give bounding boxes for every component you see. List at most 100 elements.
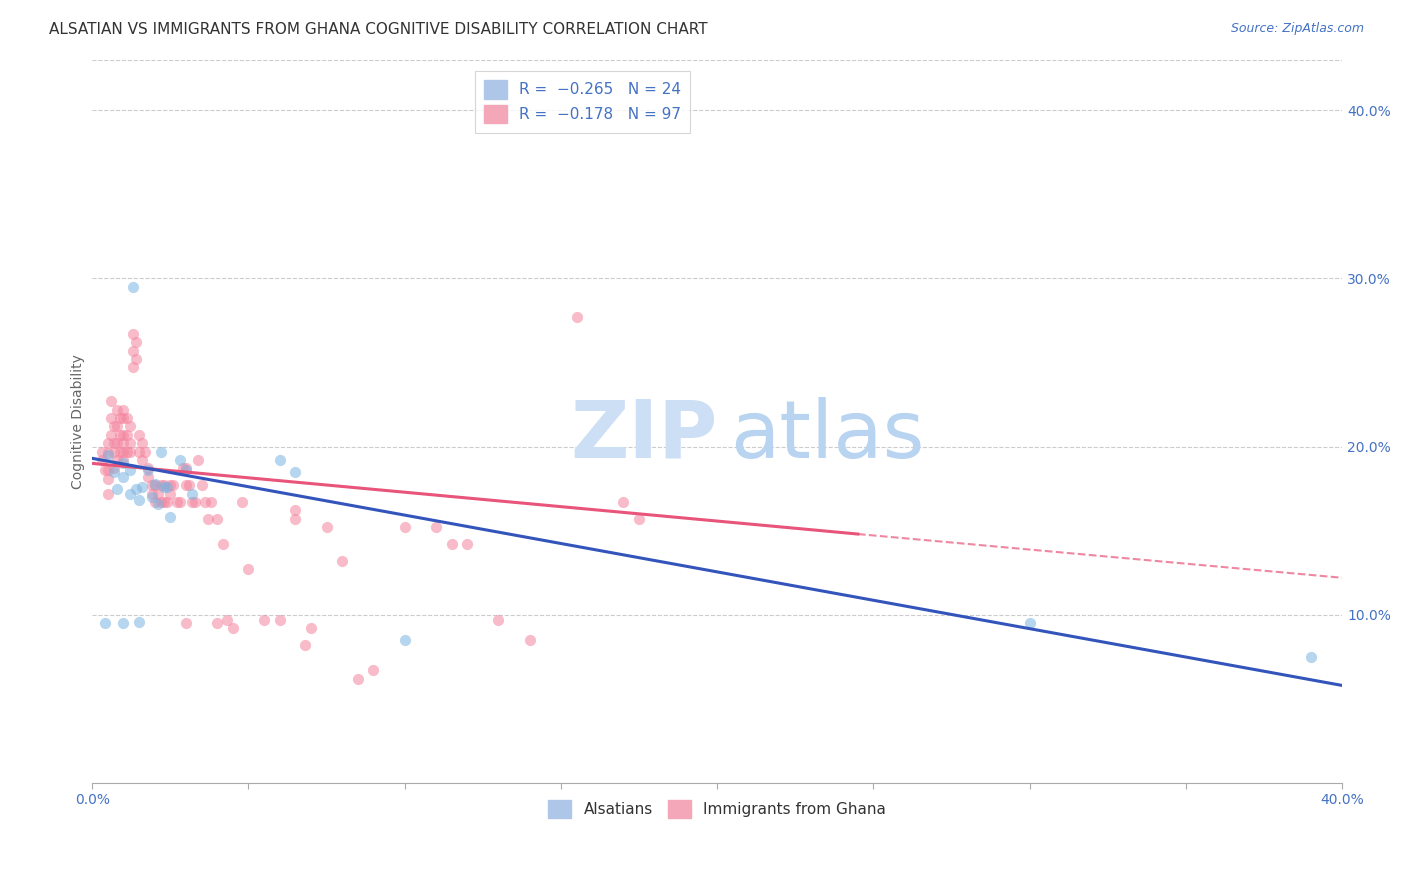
Point xyxy=(519,633,541,648)
Point xyxy=(138,470,160,484)
Point xyxy=(131,480,153,494)
Point xyxy=(205,512,228,526)
Point xyxy=(131,436,153,450)
Point xyxy=(97,463,120,477)
Point xyxy=(103,444,125,458)
Point xyxy=(105,419,128,434)
Point xyxy=(238,562,260,576)
Point xyxy=(284,465,307,479)
Point xyxy=(115,427,138,442)
Text: ALSATIAN VS IMMIGRANTS FROM GHANA COGNITIVE DISABILITY CORRELATION CHART: ALSATIAN VS IMMIGRANTS FROM GHANA COGNIT… xyxy=(49,22,707,37)
Point xyxy=(112,616,135,631)
Point xyxy=(172,461,194,475)
Legend: Alsatians, Immigrants from Ghana: Alsatians, Immigrants from Ghana xyxy=(541,792,894,826)
Point xyxy=(112,444,135,458)
Point xyxy=(141,486,163,500)
Point xyxy=(181,495,204,509)
Point xyxy=(125,335,148,350)
Point xyxy=(118,436,141,450)
Point xyxy=(143,495,166,509)
Point xyxy=(131,453,153,467)
Point xyxy=(177,478,200,492)
Point xyxy=(103,465,125,479)
Point xyxy=(121,326,143,341)
Point xyxy=(253,613,276,627)
Point xyxy=(346,672,368,686)
Point xyxy=(159,510,181,524)
Y-axis label: Cognitive Disability: Cognitive Disability xyxy=(72,354,86,489)
Point xyxy=(105,402,128,417)
Point xyxy=(565,310,588,324)
Point xyxy=(174,478,197,492)
Point xyxy=(215,613,238,627)
Point xyxy=(153,480,176,494)
Point xyxy=(138,461,160,475)
Point xyxy=(112,411,135,425)
Point xyxy=(110,444,132,458)
Point xyxy=(143,478,166,492)
Point xyxy=(128,427,150,442)
Point xyxy=(112,456,135,470)
Point xyxy=(128,615,150,629)
Point xyxy=(110,427,132,442)
Point xyxy=(93,616,115,631)
Point xyxy=(315,520,337,534)
Point xyxy=(456,537,478,551)
Point xyxy=(440,537,463,551)
Point xyxy=(121,279,143,293)
Point xyxy=(141,478,163,492)
Point xyxy=(612,495,634,509)
Point xyxy=(146,497,169,511)
Point xyxy=(628,512,651,526)
Point xyxy=(105,482,128,496)
Point xyxy=(284,512,307,526)
Point xyxy=(156,480,179,494)
Point xyxy=(125,352,148,367)
Point xyxy=(156,495,179,509)
Point xyxy=(174,616,197,631)
Point xyxy=(138,463,160,477)
Point xyxy=(181,486,204,500)
Point xyxy=(153,478,176,492)
Point xyxy=(112,436,135,450)
Point xyxy=(118,444,141,458)
Point xyxy=(103,461,125,475)
Point xyxy=(153,495,176,509)
Point xyxy=(1299,649,1322,664)
Point xyxy=(112,453,135,467)
Point xyxy=(93,463,115,477)
Point xyxy=(115,444,138,458)
Point xyxy=(100,394,122,409)
Point xyxy=(105,453,128,467)
Point xyxy=(128,444,150,458)
Point xyxy=(330,554,353,568)
Point xyxy=(174,461,197,475)
Point xyxy=(143,476,166,491)
Point xyxy=(222,621,245,635)
Point xyxy=(1018,616,1040,631)
Point xyxy=(184,495,207,509)
Point xyxy=(97,448,120,462)
Point xyxy=(212,537,235,551)
Point xyxy=(97,446,120,460)
Point xyxy=(149,478,172,492)
Point xyxy=(90,453,112,467)
Point xyxy=(110,411,132,425)
Point xyxy=(103,419,125,434)
Point xyxy=(100,411,122,425)
Text: Source: ZipAtlas.com: Source: ZipAtlas.com xyxy=(1230,22,1364,36)
Point xyxy=(425,520,447,534)
Point xyxy=(231,495,253,509)
Point xyxy=(146,486,169,500)
Point xyxy=(269,453,291,467)
Point xyxy=(105,436,128,450)
Point xyxy=(128,493,150,508)
Point xyxy=(174,463,197,477)
Point xyxy=(194,495,217,509)
Point xyxy=(97,486,120,500)
Point xyxy=(103,436,125,450)
Point xyxy=(284,503,307,517)
Point xyxy=(141,490,163,504)
Point xyxy=(90,444,112,458)
Point xyxy=(121,360,143,375)
